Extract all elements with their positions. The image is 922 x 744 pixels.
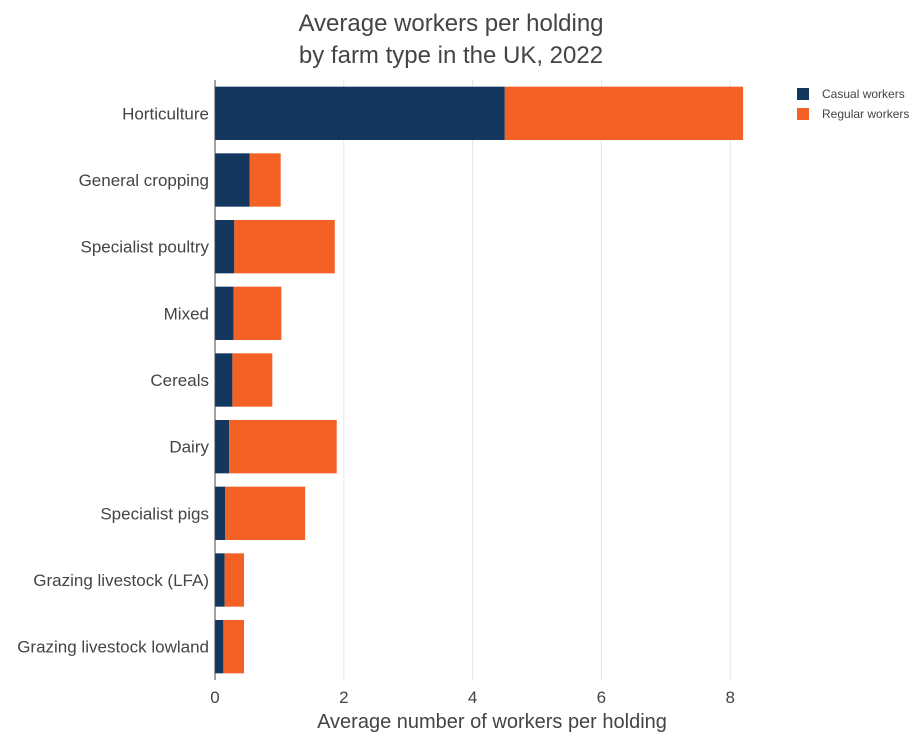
bar-casual-workers bbox=[215, 486, 226, 540]
y-tick-label: General cropping bbox=[79, 171, 209, 190]
x-tick-label: 4 bbox=[468, 688, 477, 707]
bar-casual-workers bbox=[215, 353, 233, 407]
x-axis-label: Average number of workers per holding bbox=[317, 711, 667, 733]
bar-casual-workers bbox=[215, 620, 224, 674]
y-tick-label: Specialist pigs bbox=[100, 504, 209, 523]
y-tick-label: Horticulture bbox=[122, 104, 209, 123]
bar-casual-workers bbox=[215, 86, 505, 140]
y-tick-label: Grazing livestock lowland bbox=[17, 638, 209, 657]
x-tick-label: 0 bbox=[210, 688, 219, 707]
legend: Casual workers Regular workers bbox=[797, 87, 909, 121]
y-tick-label: Specialist poultry bbox=[80, 238, 209, 257]
bar-regular-workers bbox=[249, 153, 281, 207]
bar-regular-workers bbox=[223, 620, 244, 674]
x-tick-label: 2 bbox=[339, 688, 348, 707]
bar-regular-workers bbox=[225, 486, 306, 540]
bar-regular-workers bbox=[224, 553, 244, 607]
bar-regular-workers bbox=[233, 286, 282, 340]
legend-label: Casual workers bbox=[822, 87, 905, 101]
y-tick-label: Cereals bbox=[150, 371, 209, 390]
bar-regular-workers bbox=[504, 86, 744, 140]
chart-title-line2: by farm type in the UK, 2022 bbox=[299, 42, 603, 69]
legend-label: Regular workers bbox=[822, 107, 909, 121]
legend-swatch bbox=[797, 108, 809, 120]
bar-regular-workers bbox=[229, 420, 337, 474]
y-tick-label: Grazing livestock (LFA) bbox=[33, 571, 209, 590]
chart-title-line1: Average workers per holding bbox=[298, 10, 603, 37]
bar-casual-workers bbox=[215, 153, 250, 207]
x-tick-label: 8 bbox=[725, 688, 734, 707]
bar-casual-workers bbox=[215, 286, 234, 340]
bar-casual-workers bbox=[215, 553, 225, 607]
bar-casual-workers bbox=[215, 220, 235, 274]
bar-regular-workers bbox=[232, 353, 273, 407]
x-tick-label: 6 bbox=[597, 688, 606, 707]
y-tick-label: Dairy bbox=[169, 438, 209, 457]
y-tick-label: Mixed bbox=[164, 304, 209, 323]
bar-regular-workers bbox=[234, 220, 335, 274]
bar-casual-workers bbox=[215, 420, 230, 474]
legend-swatch bbox=[797, 88, 809, 100]
